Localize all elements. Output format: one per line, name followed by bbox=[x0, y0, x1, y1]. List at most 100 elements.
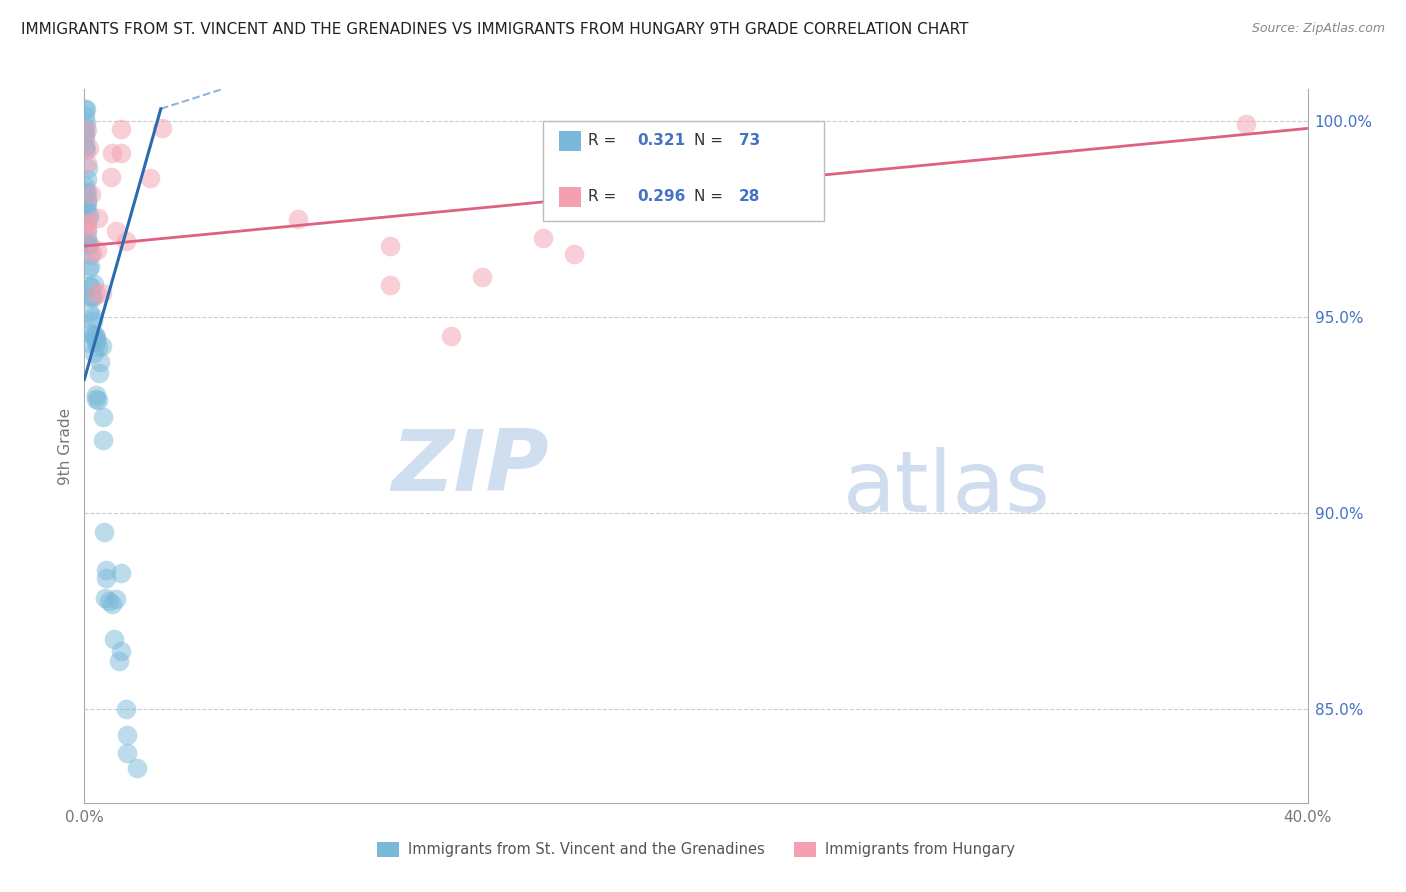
Point bbox=[82, 314, 104, 328]
Point bbox=[97, 594, 120, 608]
Point bbox=[103, 632, 125, 646]
Point bbox=[104, 591, 127, 606]
Point bbox=[107, 654, 129, 668]
Point bbox=[75, 121, 97, 136]
Point bbox=[139, 171, 162, 186]
Point bbox=[101, 597, 124, 611]
Point bbox=[96, 563, 118, 577]
Point bbox=[80, 289, 103, 303]
Point bbox=[91, 286, 114, 301]
Text: R =: R = bbox=[588, 189, 621, 204]
Point bbox=[79, 326, 101, 340]
Point bbox=[150, 120, 173, 135]
Point bbox=[77, 161, 100, 175]
Point bbox=[83, 277, 105, 291]
Point bbox=[84, 327, 107, 342]
Point bbox=[91, 409, 114, 424]
Point bbox=[76, 216, 98, 230]
Point bbox=[82, 245, 104, 260]
Point bbox=[94, 571, 117, 585]
Point bbox=[86, 244, 108, 258]
Point bbox=[77, 240, 100, 254]
Point bbox=[1236, 118, 1258, 132]
Point bbox=[76, 231, 98, 245]
Point bbox=[84, 330, 107, 344]
Point bbox=[84, 387, 107, 401]
Point bbox=[77, 211, 100, 225]
Point bbox=[91, 433, 114, 447]
Point bbox=[77, 237, 100, 252]
Text: 73: 73 bbox=[738, 133, 761, 148]
Text: 28: 28 bbox=[738, 189, 761, 204]
Point bbox=[79, 141, 101, 155]
Point bbox=[79, 247, 101, 261]
Point bbox=[76, 171, 98, 186]
Point bbox=[73, 138, 96, 153]
Point bbox=[89, 366, 111, 380]
Point bbox=[75, 116, 97, 130]
Point bbox=[93, 525, 115, 540]
Text: N =: N = bbox=[693, 133, 727, 148]
Legend: Immigrants from St. Vincent and the Grenadines, Immigrants from Hungary: Immigrants from St. Vincent and the Gren… bbox=[371, 836, 1021, 863]
Point bbox=[75, 143, 97, 157]
Point bbox=[84, 392, 107, 406]
Point bbox=[73, 141, 96, 155]
Point bbox=[75, 202, 97, 216]
Point bbox=[110, 146, 132, 161]
Point bbox=[77, 208, 100, 222]
Text: atlas: atlas bbox=[842, 447, 1050, 531]
Text: N =: N = bbox=[693, 189, 727, 204]
Point bbox=[89, 355, 111, 369]
Point bbox=[73, 127, 96, 141]
Point bbox=[91, 339, 114, 353]
Point bbox=[76, 217, 98, 231]
Point bbox=[471, 270, 494, 285]
Point bbox=[79, 260, 101, 274]
Point bbox=[79, 336, 101, 351]
Point bbox=[440, 329, 463, 343]
Point bbox=[110, 566, 132, 581]
Text: 0.296: 0.296 bbox=[637, 189, 686, 204]
Point bbox=[110, 122, 132, 136]
Point bbox=[77, 305, 100, 319]
Point bbox=[76, 226, 98, 240]
Point bbox=[86, 392, 108, 407]
Point bbox=[79, 187, 101, 202]
Point bbox=[82, 327, 104, 342]
Point bbox=[75, 178, 97, 193]
Point bbox=[77, 279, 100, 293]
Point bbox=[75, 204, 97, 219]
Point bbox=[76, 185, 98, 199]
Point bbox=[114, 701, 136, 715]
Point bbox=[77, 236, 100, 251]
Point bbox=[100, 170, 122, 185]
Point bbox=[87, 340, 110, 354]
Point bbox=[380, 239, 402, 253]
Point bbox=[75, 109, 97, 123]
Point bbox=[76, 222, 98, 236]
Point bbox=[76, 191, 98, 205]
Point bbox=[75, 132, 97, 146]
Point bbox=[76, 122, 98, 136]
Point bbox=[83, 346, 105, 360]
Point bbox=[80, 280, 103, 294]
Point bbox=[531, 231, 554, 245]
Point bbox=[76, 198, 98, 212]
FancyBboxPatch shape bbox=[543, 121, 824, 221]
Text: IMMIGRANTS FROM ST. VINCENT AND THE GRENADINES VS IMMIGRANTS FROM HUNGARY 9TH GR: IMMIGRANTS FROM ST. VINCENT AND THE GREN… bbox=[21, 22, 969, 37]
Text: 0.321: 0.321 bbox=[637, 133, 685, 148]
Point bbox=[75, 186, 97, 201]
Point bbox=[76, 193, 98, 207]
Point bbox=[115, 234, 138, 248]
Point bbox=[115, 728, 138, 742]
Text: Source: ZipAtlas.com: Source: ZipAtlas.com bbox=[1251, 22, 1385, 36]
Point bbox=[101, 146, 124, 161]
Point bbox=[80, 292, 103, 306]
Bar bbox=[560, 187, 581, 207]
Point bbox=[93, 591, 115, 605]
Point bbox=[77, 261, 100, 276]
Point bbox=[82, 289, 104, 303]
Point bbox=[104, 224, 127, 238]
Y-axis label: 9th Grade: 9th Grade bbox=[58, 408, 73, 484]
Point bbox=[110, 644, 132, 658]
